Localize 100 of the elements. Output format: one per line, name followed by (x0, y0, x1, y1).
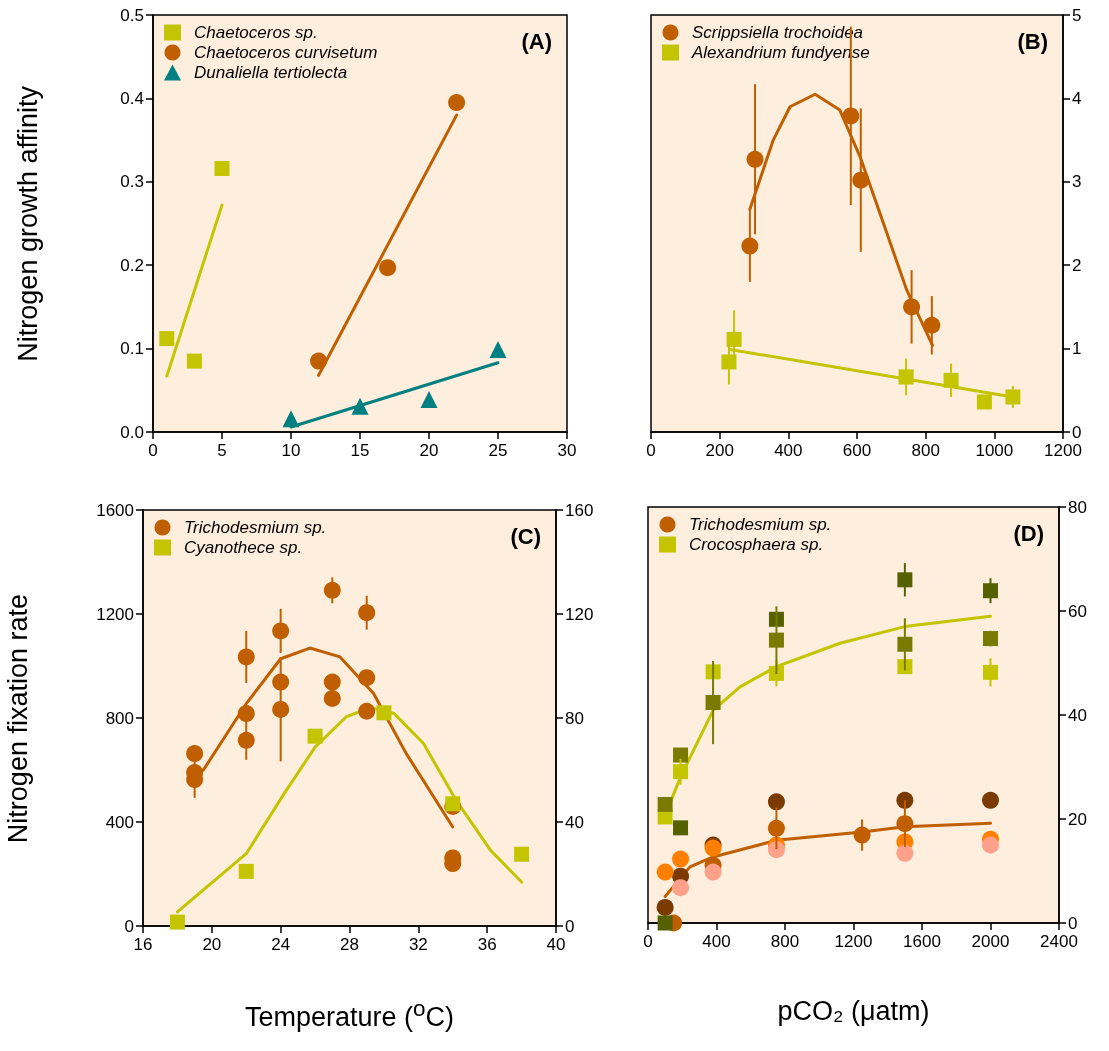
x-tick-label: 400 (702, 932, 731, 951)
text: (C) (510, 523, 542, 549)
point (169, 914, 185, 930)
x-axis-title: Temperature ($^{o}$C) (245, 995, 455, 1033)
y2-tick-label: 40 (565, 812, 584, 832)
x-tick-label: 25 (488, 441, 508, 460)
point (896, 791, 914, 809)
x-tick-label: 1000 (975, 441, 1014, 460)
point (976, 394, 992, 410)
x-tick-label: 36 (477, 935, 497, 954)
y-tick-label: 1200 (96, 604, 134, 624)
y2-tick-label: 1 (1072, 339, 1082, 359)
y2-tick-label: 3 (1072, 172, 1082, 192)
point (323, 673, 341, 691)
point (376, 705, 392, 721)
y-tick-label: 800 (105, 708, 134, 728)
point (657, 796, 673, 812)
y-tick-label: 0.2 (120, 255, 144, 275)
point (896, 844, 914, 862)
y2-tick-label: 160 (565, 500, 594, 520)
point (489, 340, 507, 358)
x-tick-label: 1200 (1044, 441, 1082, 460)
x-tick-label: 32 (408, 935, 428, 954)
point (186, 353, 202, 369)
x-tick-label: 24 (271, 935, 291, 954)
x-tick-label: 800 (770, 932, 800, 951)
x-tick-label: 0 (646, 441, 656, 460)
point (672, 850, 690, 868)
x-tick-label: 0 (643, 932, 653, 951)
point (767, 841, 785, 859)
point (358, 702, 376, 720)
text: (B) (1017, 28, 1049, 54)
legend-label: Chaetoceros sp. (194, 23, 318, 42)
y2-tick-label: 0 (1068, 913, 1078, 933)
x-tick-label: 20 (202, 935, 222, 954)
point (656, 898, 674, 916)
y2-tick-label: 60 (1068, 601, 1087, 621)
x-tick-label: 30 (557, 441, 577, 460)
x-tick-label: 800 (911, 441, 940, 460)
x-axis-title: pCO₂ (μatm) (777, 995, 930, 1027)
y2-tick-label: 4 (1072, 88, 1082, 108)
point (186, 745, 204, 763)
point (282, 410, 300, 428)
y-tick-label: 1600 (96, 500, 134, 520)
x-tick-label: 5 (217, 441, 227, 460)
x-tick-label: 2000 (971, 932, 1010, 951)
point (704, 863, 722, 881)
legend-label: Cyanothece sp. (184, 538, 303, 557)
y-tick-label: 0.5 (120, 5, 144, 25)
y-tick-label: 0.3 (120, 172, 144, 192)
y2-tick-label: 80 (565, 708, 584, 728)
legend-label: Dunaliella tertiolecta (194, 63, 348, 82)
legend-label: Crocosphaera sp. (689, 535, 824, 554)
y2-tick-label: 20 (1068, 809, 1087, 829)
y2-tick-label: 120 (565, 604, 594, 624)
y-tick-label: 0.1 (120, 339, 144, 359)
point (982, 791, 999, 809)
text: (D) (1013, 520, 1045, 546)
y-tick-label: 0.0 (120, 422, 144, 442)
y2-tick-label: 2 (1072, 255, 1082, 275)
y-tick-label: 0.4 (120, 88, 144, 108)
point (307, 728, 323, 744)
point (897, 659, 913, 675)
point (673, 747, 689, 763)
text: (A) (521, 28, 553, 54)
y2-tick-label: 0 (565, 916, 575, 936)
point (656, 863, 674, 881)
x-tick-label: 0 (148, 441, 158, 460)
x-tick-label: 1200 (834, 932, 873, 951)
point (767, 793, 785, 811)
point (237, 705, 255, 723)
x-tick-label: 600 (842, 441, 872, 460)
point (351, 397, 369, 415)
x-tick-label: 16 (133, 935, 153, 954)
x-tick-label: 15 (350, 441, 370, 460)
x-tick-label: 20 (419, 441, 439, 460)
point (673, 820, 689, 836)
x-tick-label: 2400 (1040, 932, 1078, 951)
point (323, 690, 341, 707)
point (672, 879, 690, 897)
point (982, 836, 999, 854)
y2-tick-label: 80 (1068, 497, 1087, 517)
point (238, 863, 254, 879)
x-tick-label: 400 (774, 441, 803, 460)
point (657, 915, 673, 931)
point (214, 160, 230, 176)
y2-tick-label: 0 (1072, 422, 1082, 442)
point (159, 331, 175, 347)
legend-label: Trichodesmium sp. (689, 515, 832, 534)
legend-label: Trichodesmium sp. (184, 518, 327, 537)
point (514, 846, 530, 862)
x-tick-label: 40 (546, 935, 566, 954)
y2-tick-label: 40 (1068, 705, 1087, 725)
x-tick-label: 1600 (903, 932, 941, 951)
y-axis-title: Nitrogen fixation rate (2, 593, 34, 843)
point (358, 669, 376, 687)
point (379, 259, 397, 277)
x-tick-label: 10 (281, 441, 301, 460)
point (420, 390, 438, 408)
y2-tick-label: 5 (1072, 5, 1082, 25)
